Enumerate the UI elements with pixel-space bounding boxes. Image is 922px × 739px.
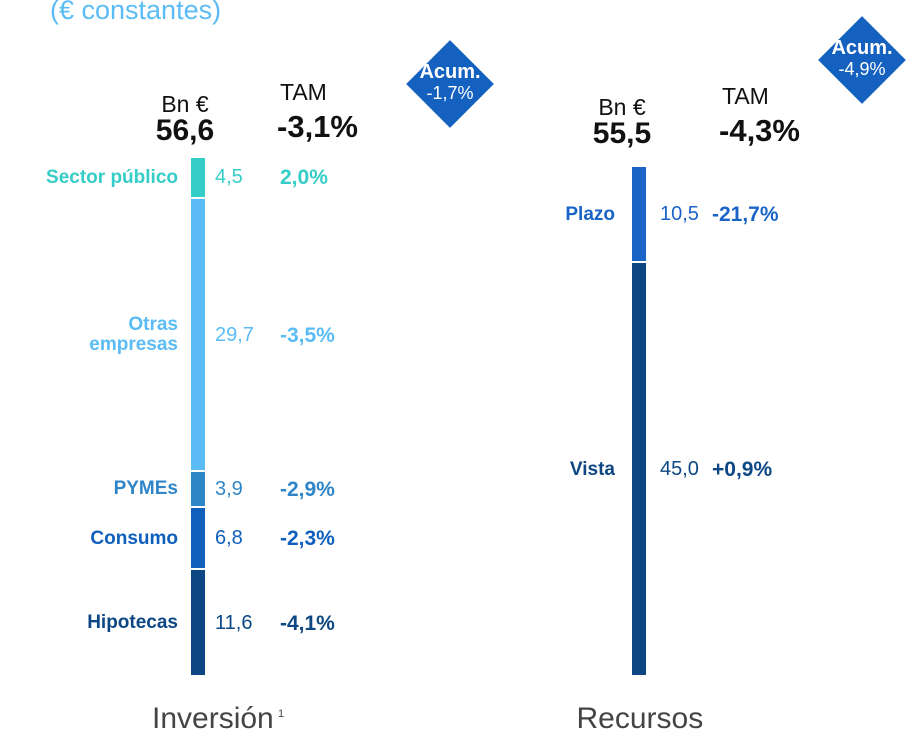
total-label: 55,5 — [592, 117, 652, 150]
segment-label: Otras empresas — [89, 313, 178, 356]
bar-segment — [191, 570, 205, 675]
value-label: 4,5 — [215, 166, 243, 189]
change-total: -3,1% — [277, 109, 358, 144]
bar-segment — [191, 199, 205, 471]
value-label: 11,6 — [215, 611, 253, 634]
change-label: -2,9% — [280, 477, 335, 501]
badge-value: -1,7% — [426, 83, 474, 103]
segment-label: Plazo — [565, 203, 615, 225]
segment-label: Sector público — [46, 166, 178, 188]
change-label: -3,5% — [280, 323, 335, 347]
change-label: -2,3% — [280, 527, 335, 551]
total-label: 56,6 — [155, 114, 215, 147]
change-title: TAM — [722, 83, 769, 109]
bar-segment — [191, 157, 205, 198]
bar-segment — [191, 507, 205, 569]
badge-title: Acum. — [419, 61, 481, 83]
badge-title: Acum. — [831, 37, 893, 59]
bar-segment — [632, 166, 646, 262]
change-label: 2,0% — [280, 166, 328, 190]
change-label: -4,1% — [280, 611, 335, 635]
segment-label: Hipotecas — [87, 612, 178, 634]
badge-value: -4,9% — [838, 59, 886, 79]
unit-label: Bn € — [598, 94, 646, 120]
bar-segment — [632, 263, 646, 675]
change-title: TAM — [280, 79, 327, 105]
unit-label: Bn € — [161, 91, 209, 117]
change-label: -21,7% — [712, 203, 779, 227]
title-note: 1 — [278, 708, 285, 720]
value-label: 6,8 — [215, 527, 243, 550]
subtitle: (€ constantes) — [50, 0, 222, 25]
bar-segment — [191, 472, 205, 506]
segment-label: Vista — [569, 458, 615, 480]
change-total: -4,3% — [719, 113, 800, 148]
value-label: 45,0 — [660, 458, 699, 481]
segment-label: Consumo — [90, 527, 178, 549]
value-label: 10,5 — [660, 203, 699, 226]
segment-label: PYMEs — [113, 478, 178, 500]
value-label: 3,9 — [215, 477, 243, 500]
value-label: 29,7 — [215, 323, 254, 346]
chart-title: Inversión — [152, 702, 274, 735]
change-label: +0,9% — [712, 458, 773, 482]
chart-title: Recursos — [576, 702, 704, 735]
